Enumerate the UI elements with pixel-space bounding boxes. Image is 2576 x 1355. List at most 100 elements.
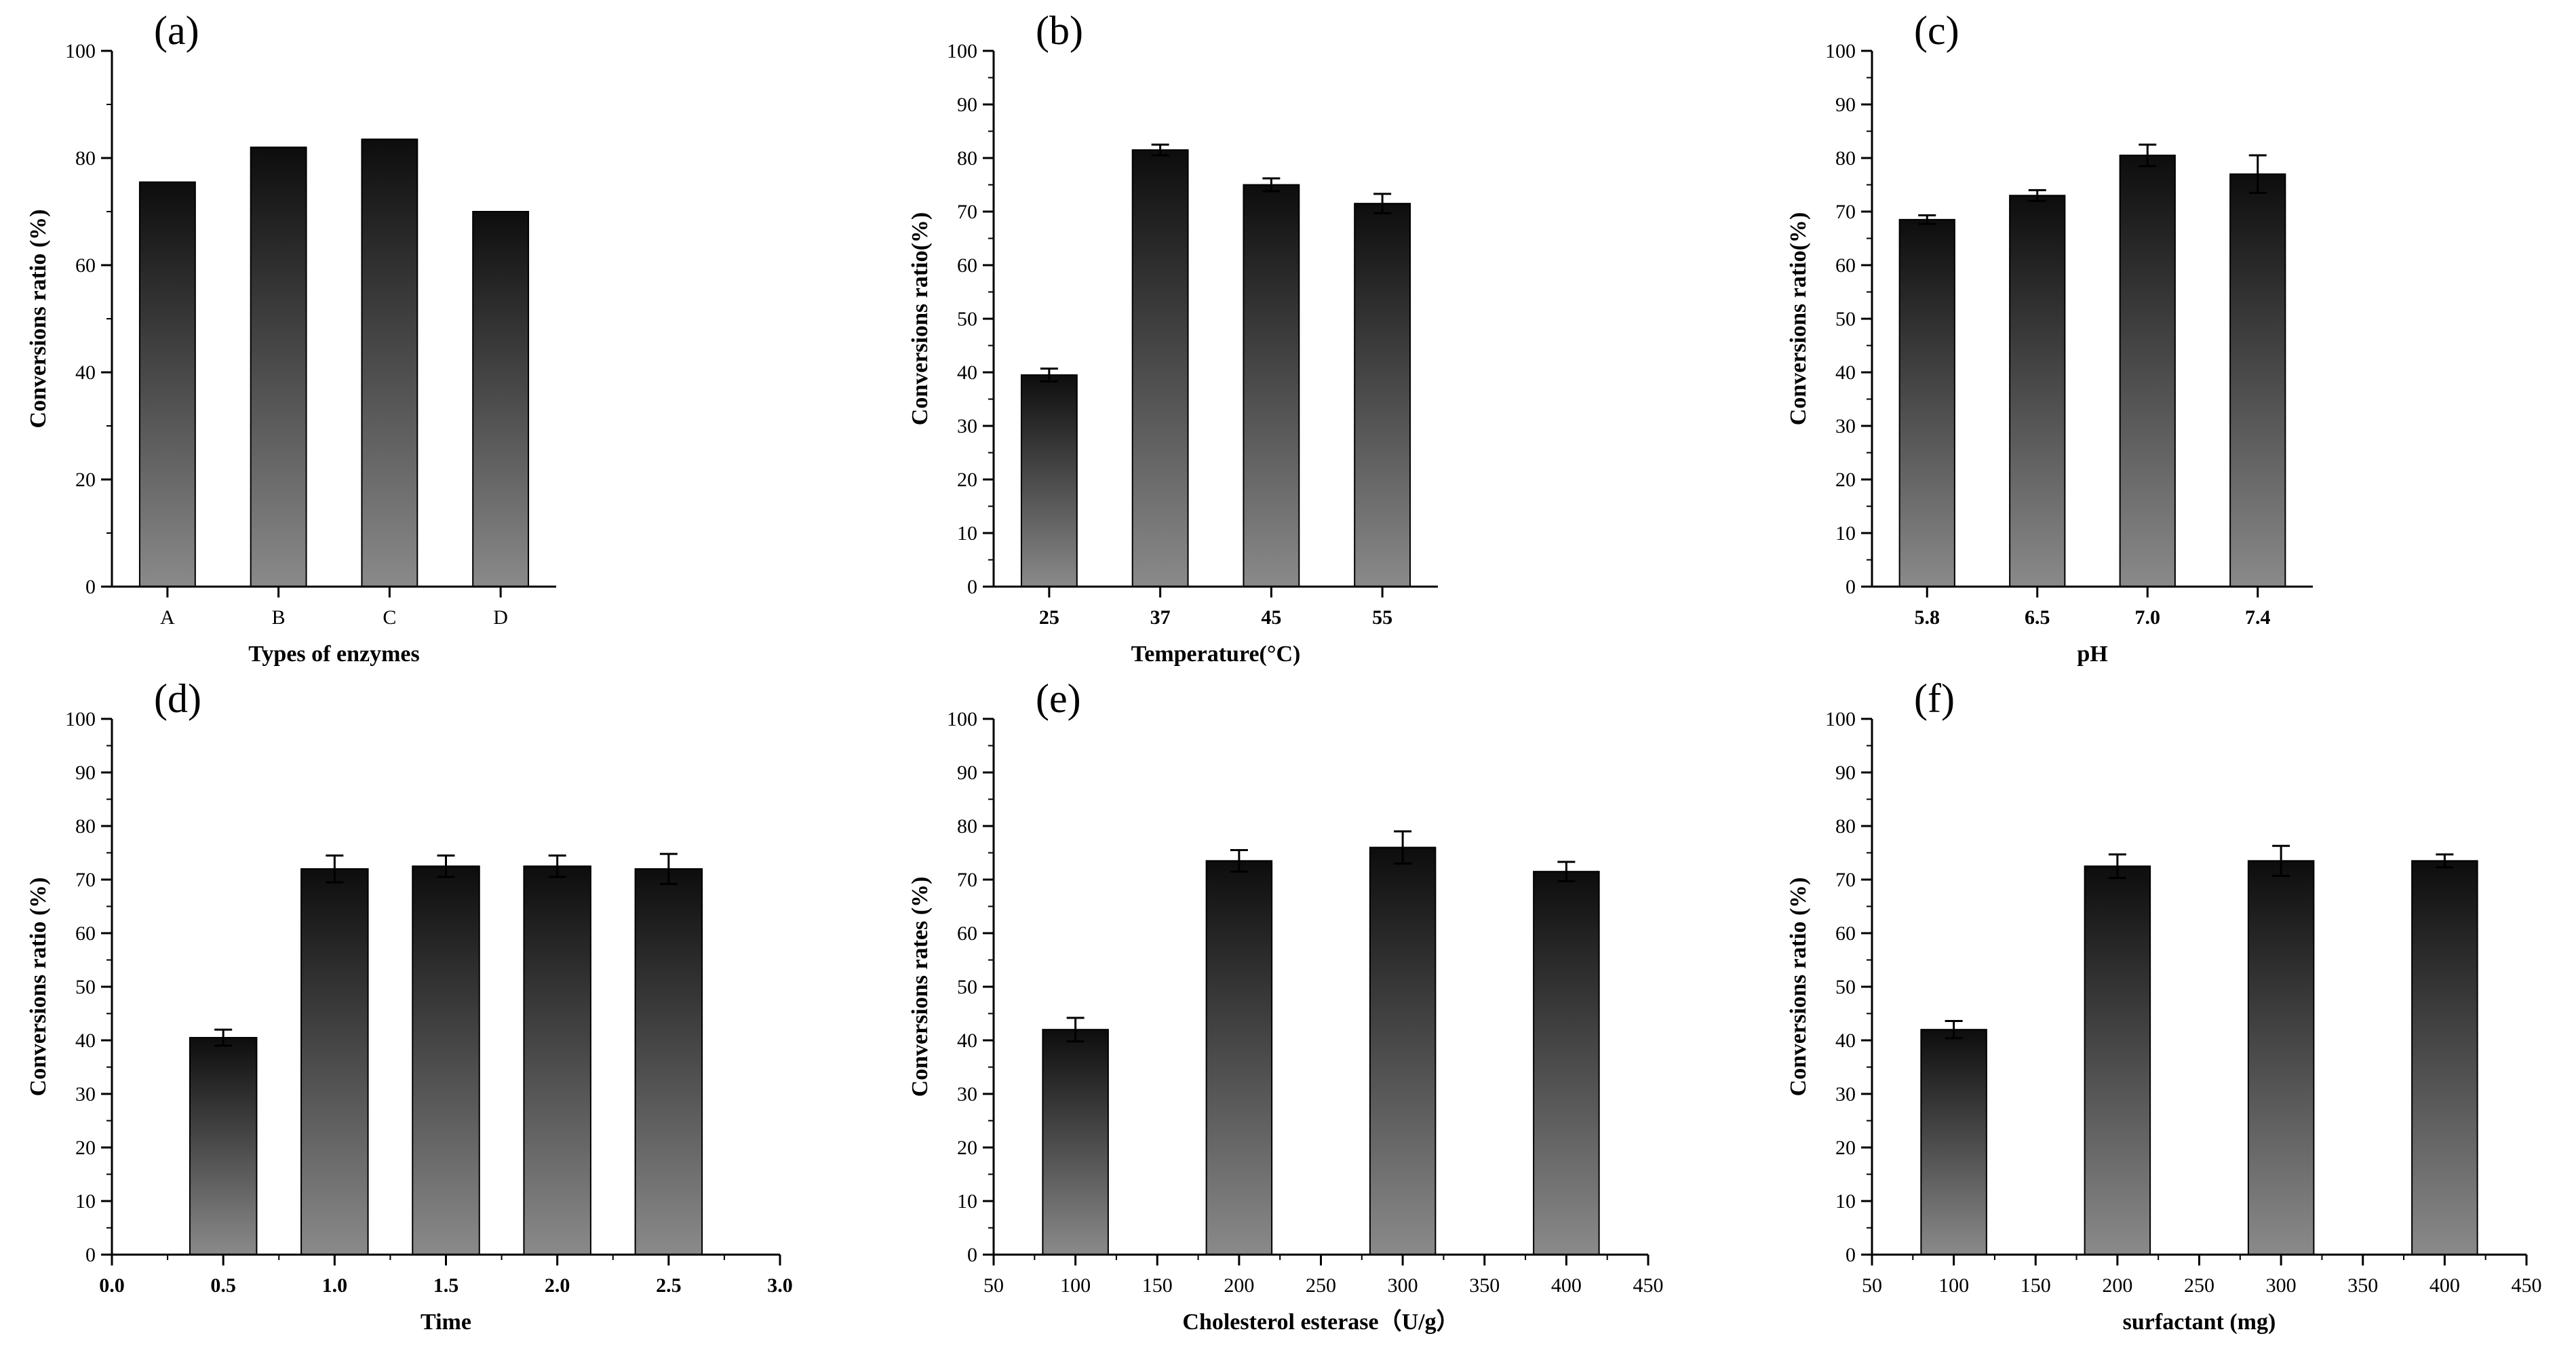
x-tick-label: 2.5 xyxy=(656,1274,682,1297)
y-tick-label: 40 xyxy=(1835,361,1856,384)
panel-label: (b) xyxy=(1036,8,1083,53)
y-tick-label: 100 xyxy=(1825,40,1856,62)
bar xyxy=(2229,173,2286,587)
y-tick-label: 100 xyxy=(947,708,977,730)
y-tick-label: 0 xyxy=(85,1244,96,1266)
x-tick-label: 2.0 xyxy=(545,1274,570,1297)
x-tick-label: 3.0 xyxy=(767,1274,793,1297)
y-tick-label: 10 xyxy=(957,1190,977,1213)
x-tick-label: A xyxy=(160,606,175,629)
bar xyxy=(1898,218,1955,588)
y-tick-label: 30 xyxy=(957,415,977,437)
y-tick-label: 90 xyxy=(75,762,96,784)
bar xyxy=(2247,860,2315,1255)
y-tick-label: 40 xyxy=(75,1029,96,1052)
panel-d: 0 10 20 30 40 50 60 70 80 90 100 0.0 0.5 1.0 1.5 2.0 2.5… xyxy=(26,676,793,1335)
x-axis-title: Temperature(°C) xyxy=(1131,642,1301,667)
x-tick-label: 450 xyxy=(2512,1274,2542,1297)
y-axis-title: Conversions ratio (%) xyxy=(26,210,51,429)
y-tick-label: 0 xyxy=(1846,576,1856,598)
bar xyxy=(2084,865,2151,1255)
x-tick-label: 200 xyxy=(2102,1274,2132,1297)
y-tick-label: 40 xyxy=(75,361,96,384)
x-tick-label: 300 xyxy=(2266,1274,2297,1297)
x-tick-label: 300 xyxy=(1388,1274,1418,1297)
x-tick-label: 350 xyxy=(2347,1274,2378,1297)
panel-c: 0 10 20 30 40 50 60 70 80 90 100 5.8 6.5 7.0 7.4 pH Conv… xyxy=(1786,8,2313,667)
bar xyxy=(1042,1029,1109,1255)
y-axis-title: Conversions rates (%) xyxy=(908,877,933,1097)
x-tick-label: 150 xyxy=(1142,1274,1173,1297)
x-tick-label: 0.5 xyxy=(210,1274,236,1297)
panel-label: (a) xyxy=(154,8,199,53)
bar xyxy=(2411,860,2478,1255)
bar xyxy=(634,868,703,1255)
y-tick-label: 30 xyxy=(957,1083,977,1105)
panel-f: 0 10 20 30 40 50 60 70 80 90 100 50 100 150 200 250 300 3… xyxy=(1786,676,2542,1335)
bar xyxy=(1131,149,1189,587)
y-tick-label: 10 xyxy=(75,1190,96,1213)
y-tick-label: 60 xyxy=(1835,922,1856,945)
x-axis-title: Time xyxy=(421,1310,471,1335)
bar xyxy=(250,146,307,587)
y-tick-label: 100 xyxy=(65,40,96,62)
panel-label: (c) xyxy=(1914,8,1959,53)
y-tick-label: 50 xyxy=(1835,308,1856,330)
y-axis-title: Conversions ratio (%) xyxy=(1786,878,1811,1097)
bar xyxy=(2119,155,2176,588)
y-tick-label: 60 xyxy=(957,254,977,277)
y-tick-label: 70 xyxy=(957,869,977,891)
y-tick-label: 50 xyxy=(957,976,977,998)
x-tick-label: 37 xyxy=(1150,606,1171,629)
y-axis-title: Conversions ratio (%) xyxy=(26,878,51,1097)
y-tick-label: 30 xyxy=(1835,415,1856,437)
panel-e: 0 10 20 30 40 50 60 70 80 90 100 50 100 150 200 250 300 3… xyxy=(908,676,1664,1335)
y-tick-label: 20 xyxy=(75,469,96,491)
y-tick-label: 90 xyxy=(957,94,977,116)
y-tick-label: 70 xyxy=(1835,201,1856,223)
y-tick-label: 20 xyxy=(957,1137,977,1159)
x-tick-label: 7.0 xyxy=(2135,606,2161,629)
x-tick-label: 400 xyxy=(2429,1274,2460,1297)
panel-b: 0 10 20 30 40 50 60 70 80 90 100 25 37 45 55 Temperatur… xyxy=(908,8,1438,667)
y-tick-label: 80 xyxy=(75,147,96,170)
x-tick-label: 50 xyxy=(1862,1274,1882,1297)
y-tick-label: 80 xyxy=(957,815,977,838)
y-tick-label: 60 xyxy=(75,254,96,277)
x-tick-label: 6.5 xyxy=(2025,606,2050,629)
y-tick-label: 40 xyxy=(957,361,977,384)
y-tick-label: 80 xyxy=(75,815,96,838)
x-tick-label: 250 xyxy=(2184,1274,2214,1297)
bar xyxy=(1354,203,1411,587)
panel-label: (f) xyxy=(1914,676,1955,721)
y-tick-label: 50 xyxy=(75,976,96,998)
y-tick-label: 10 xyxy=(1835,522,1856,545)
bar xyxy=(1243,184,1300,587)
y-tick-label: 90 xyxy=(957,762,977,784)
y-tick-label: 0 xyxy=(1846,1244,1856,1266)
x-tick-label: 1.0 xyxy=(322,1274,348,1297)
x-axis-title: surfactant (mg) xyxy=(2123,1310,2276,1335)
y-tick-label: 80 xyxy=(1835,147,1856,170)
panel-label: (d) xyxy=(154,676,201,721)
bar xyxy=(361,138,418,588)
y-tick-label: 0 xyxy=(967,1244,977,1266)
x-tick-label: 200 xyxy=(1224,1274,1254,1297)
bar xyxy=(1020,374,1078,587)
x-tick-label: 55 xyxy=(1372,606,1392,629)
y-tick-label: 100 xyxy=(65,708,96,730)
y-tick-label: 50 xyxy=(957,308,977,330)
y-tick-label: 30 xyxy=(1835,1083,1856,1105)
bar xyxy=(472,211,530,587)
x-tick-label: 400 xyxy=(1551,1274,1582,1297)
y-tick-label: 90 xyxy=(1835,762,1856,784)
y-tick-label: 20 xyxy=(1835,1137,1856,1159)
y-tick-label: 40 xyxy=(1835,1029,1856,1052)
bar xyxy=(1369,846,1437,1255)
y-tick-label: 30 xyxy=(75,1083,96,1105)
bar xyxy=(1920,1029,1987,1255)
panel-label: (e) xyxy=(1036,676,1081,721)
y-tick-label: 20 xyxy=(957,469,977,491)
x-tick-label: 150 xyxy=(2021,1274,2051,1297)
